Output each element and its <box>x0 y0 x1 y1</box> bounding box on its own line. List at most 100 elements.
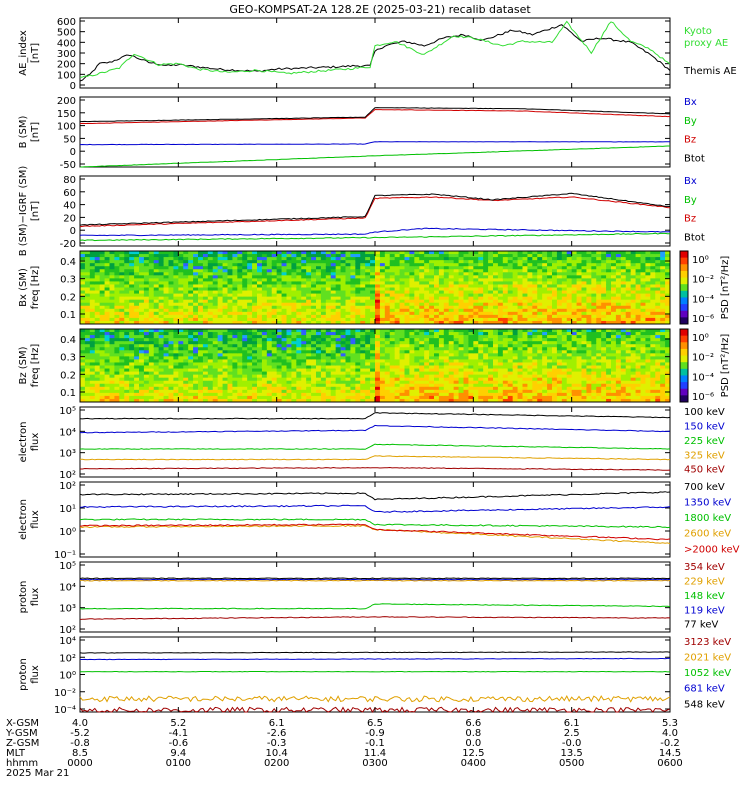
psd-cell <box>316 347 322 351</box>
psd-cell <box>252 320 258 325</box>
psd-cell <box>202 299 209 304</box>
psd-cell <box>379 374 386 379</box>
psd-cell <box>217 260 224 264</box>
psd-cell <box>414 251 420 255</box>
psd-cell <box>183 344 189 348</box>
psd-cell <box>139 320 145 325</box>
psd-cell <box>375 272 381 276</box>
psd-cell <box>448 344 455 348</box>
psd-cell <box>399 299 405 304</box>
psd-cell <box>227 350 233 354</box>
psd-cell <box>217 314 224 319</box>
psd-cell <box>217 290 224 295</box>
psd-cell <box>104 371 110 376</box>
psd-cell <box>488 254 494 258</box>
psd-cell <box>119 290 125 295</box>
psd-cell <box>419 374 425 379</box>
psd-cell <box>468 356 474 360</box>
psd-cell <box>448 341 455 345</box>
legend-entry: Bx <box>684 176 697 187</box>
psd-cell <box>507 314 514 319</box>
legend-entry: Btot <box>684 232 705 243</box>
psd-cell <box>370 266 376 270</box>
psd-cell <box>178 365 184 370</box>
psd-cell <box>345 251 351 255</box>
psd-cell <box>566 278 573 282</box>
psd-cell <box>94 368 101 373</box>
psd-cell <box>625 284 632 288</box>
psd-cell <box>257 305 263 310</box>
psd-cell <box>143 398 150 403</box>
psd-cell <box>409 362 415 366</box>
psd-cell <box>257 263 263 267</box>
psd-cell <box>261 383 268 388</box>
psd-cell <box>252 389 258 394</box>
psd-cell <box>217 278 224 282</box>
psd-cell <box>237 308 243 313</box>
psd-cell <box>630 314 637 319</box>
psd-cell <box>630 305 637 310</box>
psd-cell <box>99 272 106 276</box>
psd-cell <box>193 260 199 264</box>
psd-cell <box>488 272 494 276</box>
psd-cell <box>379 353 386 357</box>
psd-cell <box>286 377 292 382</box>
psd-cell <box>202 272 209 276</box>
psd-cell <box>473 278 479 282</box>
psd-cell <box>547 314 553 319</box>
psd-cell <box>335 278 342 282</box>
psd-cell <box>389 284 396 288</box>
psd-cell <box>153 368 160 373</box>
psd-cell <box>650 284 656 288</box>
psd-cell <box>281 335 287 339</box>
psd-cell <box>276 278 283 282</box>
psd-cell <box>478 272 484 276</box>
psd-cell <box>80 269 86 273</box>
psd-cell <box>207 329 214 333</box>
psd-cell <box>320 320 327 325</box>
psd-cell <box>311 251 317 255</box>
psd-cell <box>104 377 110 382</box>
psd-cell <box>497 299 504 304</box>
psd-cell <box>561 251 568 255</box>
psd-cell <box>384 332 391 336</box>
psd-cell <box>99 356 106 360</box>
psd-cell <box>375 368 381 373</box>
psd-cell <box>443 263 450 267</box>
psd-cell <box>276 290 283 295</box>
psd-cell <box>148 386 155 391</box>
psd-cell <box>330 359 337 363</box>
psd-cell <box>261 329 268 333</box>
psd-cell <box>99 344 106 348</box>
psd-cell <box>409 383 415 388</box>
psd-cell <box>252 269 258 273</box>
psd-cell <box>247 266 253 270</box>
psd-cell <box>252 365 258 370</box>
psd-cell <box>463 263 469 267</box>
psd-cell <box>222 344 228 348</box>
psd-cell <box>124 278 130 282</box>
psd-cell <box>104 347 110 351</box>
psd-cell <box>325 386 332 391</box>
psd-cell <box>330 371 337 376</box>
psd-cell <box>266 335 273 339</box>
psd-cell <box>198 281 204 285</box>
psd-cell <box>207 311 214 316</box>
psd-cell <box>104 368 110 373</box>
psd-cell <box>163 302 169 307</box>
psd-cell <box>370 344 376 348</box>
psd-cell <box>261 332 268 336</box>
psd-cell <box>178 350 184 354</box>
psd-cell <box>89 320 96 325</box>
psd-cell <box>178 341 184 345</box>
psd-cell <box>257 251 263 255</box>
psd-cell <box>286 356 292 360</box>
psd-cell <box>429 398 435 403</box>
psd-cell <box>463 356 469 360</box>
psd-cell <box>438 395 445 400</box>
psd-cell <box>286 281 292 285</box>
psd-cell <box>547 317 553 322</box>
psd-cell <box>80 305 86 310</box>
psd-cell <box>242 281 248 285</box>
y-tick-label: -50 <box>60 160 76 171</box>
